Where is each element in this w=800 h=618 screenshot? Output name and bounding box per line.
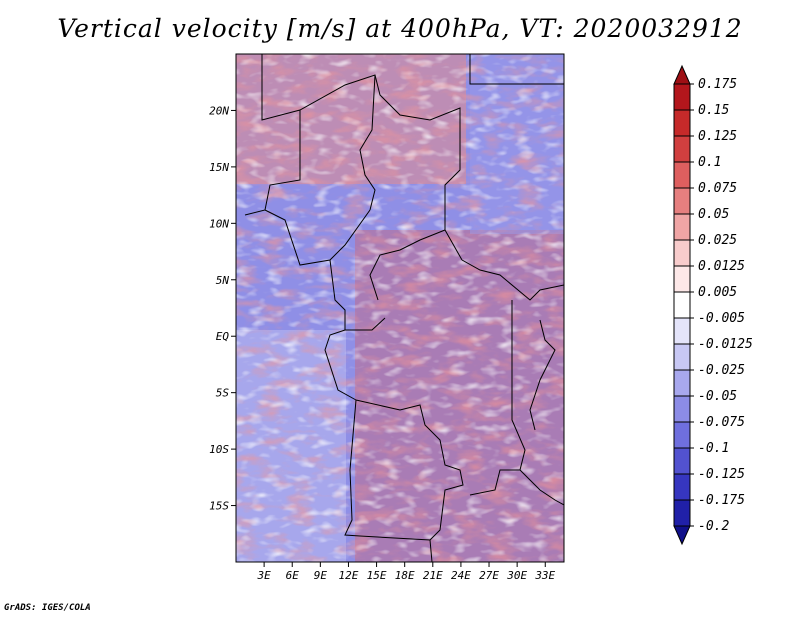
credit-text: GrADS: IGES/COLA — [4, 603, 91, 613]
colorbar-label: -0.1 — [698, 441, 729, 456]
colorbar: 0.175 0.15 0.125 0.1 0.075 0.05 0.025 0.0125 0.0… — [673, 64, 753, 546]
colorbar-swatch — [673, 343, 691, 371]
colorbar-label: 0.025 — [698, 233, 737, 248]
colorbar-label: 0.0125 — [698, 259, 745, 274]
colorbar-swatch — [673, 83, 691, 111]
chart-title: Vertical velocity [m/s] at 400hPa, VT: 2… — [57, 14, 743, 43]
lon-tick-label: 9E — [314, 569, 328, 582]
colorbar-label: 0.1 — [698, 155, 721, 170]
lat-tick-label: 5S — [216, 387, 230, 400]
colorbar-swatch — [673, 369, 691, 397]
colorbar-swatch — [673, 265, 691, 293]
colorbar-label: -0.025 — [698, 363, 745, 378]
colorbar-label: 0.125 — [698, 129, 737, 144]
colorbar-label: -0.005 — [698, 311, 745, 326]
lat-tick-label: 5N — [216, 274, 230, 287]
colorbar-swatch — [673, 135, 691, 163]
velocity-field — [236, 54, 564, 562]
colorbar-label: -0.175 — [698, 493, 745, 508]
lon-tick-label: 12E — [339, 569, 359, 582]
colorbar-label: 0.075 — [698, 181, 737, 196]
colorbar-swatch — [673, 447, 691, 475]
colorbar-swatch — [673, 161, 691, 189]
lon-tick-label: 27E — [479, 569, 499, 582]
colorbar-swatch — [673, 239, 691, 267]
colorbar-swatch — [673, 317, 691, 345]
lat-tick-label: 10S — [209, 443, 229, 456]
colorbar-label: 0.175 — [698, 77, 737, 92]
lat-tick-label: 20N — [209, 104, 229, 117]
colorbar-label: -0.0125 — [698, 337, 753, 352]
colorbar-bottom-arrow — [673, 525, 691, 546]
lat-tick-label: 15N — [209, 161, 229, 174]
colorbar-swatch — [673, 499, 691, 527]
lon-tick-label: 6E — [286, 569, 300, 582]
country-borders — [244, 54, 564, 562]
colorbar-swatch — [673, 473, 691, 501]
lon-tick-label: 3E — [256, 569, 271, 582]
colorbar-top-arrow — [673, 64, 691, 85]
lon-tick-label: 30E — [506, 569, 527, 582]
lon-tick-label: 15E — [367, 569, 387, 582]
colorbar-label: -0.075 — [698, 415, 745, 430]
lat-tick-label: 10N — [209, 217, 229, 230]
colorbar-label: 0.005 — [698, 285, 737, 300]
colorbar-label: -0.2 — [698, 519, 729, 534]
colorbar-label: -0.05 — [698, 389, 737, 404]
colorbar-swatch — [673, 421, 691, 449]
colorbar-label: 0.15 — [698, 103, 729, 118]
colorbar-swatch — [673, 109, 691, 137]
colorbar-label: 0.05 — [698, 207, 729, 222]
axis-ticks: 3E 6E 9E 12E 15E 18E 21E 24E 27E 30E 33E 20N 15N 10N 5… — [209, 104, 555, 582]
colorbar-swatch — [673, 395, 691, 423]
plot-frame — [235, 53, 565, 563]
lon-tick-label: 21E — [423, 569, 443, 582]
lon-tick-label: 18E — [395, 569, 415, 582]
colorbar-label: -0.125 — [698, 467, 745, 482]
lon-tick-label: 33E — [534, 569, 555, 582]
colorbar-swatch — [673, 187, 691, 215]
lat-tick-label: 15S — [209, 500, 229, 513]
colorbar-swatch — [673, 213, 691, 241]
lat-tick-label: EQ — [216, 330, 230, 343]
lon-tick-label: 24E — [451, 569, 471, 582]
colorbar-swatch — [673, 291, 691, 319]
